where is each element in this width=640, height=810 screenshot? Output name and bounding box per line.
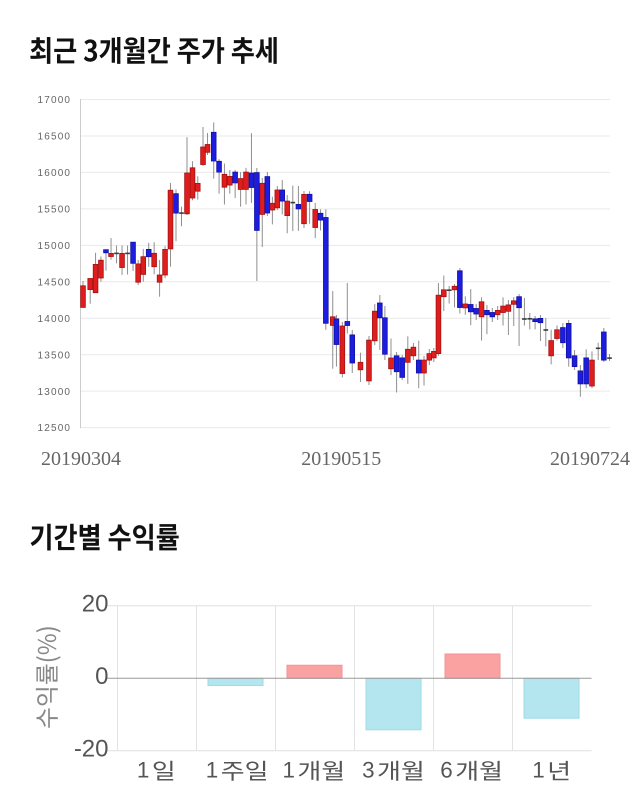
svg-text:20: 20 [82,591,109,618]
svg-text:0: 0 [95,663,108,690]
svg-text:13500: 13500 [37,350,71,361]
svg-text:17000: 17000 [37,95,71,106]
svg-text:14000: 14000 [37,314,71,325]
svg-text:20190724: 20190724 [550,448,630,470]
svg-text:12500: 12500 [37,423,71,434]
svg-text:15000: 15000 [37,241,71,252]
svg-text:16500: 16500 [37,132,71,143]
svg-text:13000: 13000 [37,387,71,398]
svg-text:15500: 15500 [37,204,71,215]
svg-text:14500: 14500 [37,277,71,288]
svg-text:20190515: 20190515 [301,448,381,470]
svg-text:-20: -20 [74,736,109,763]
svg-text:16000: 16000 [37,168,71,179]
svg-text:20190304: 20190304 [41,448,121,470]
